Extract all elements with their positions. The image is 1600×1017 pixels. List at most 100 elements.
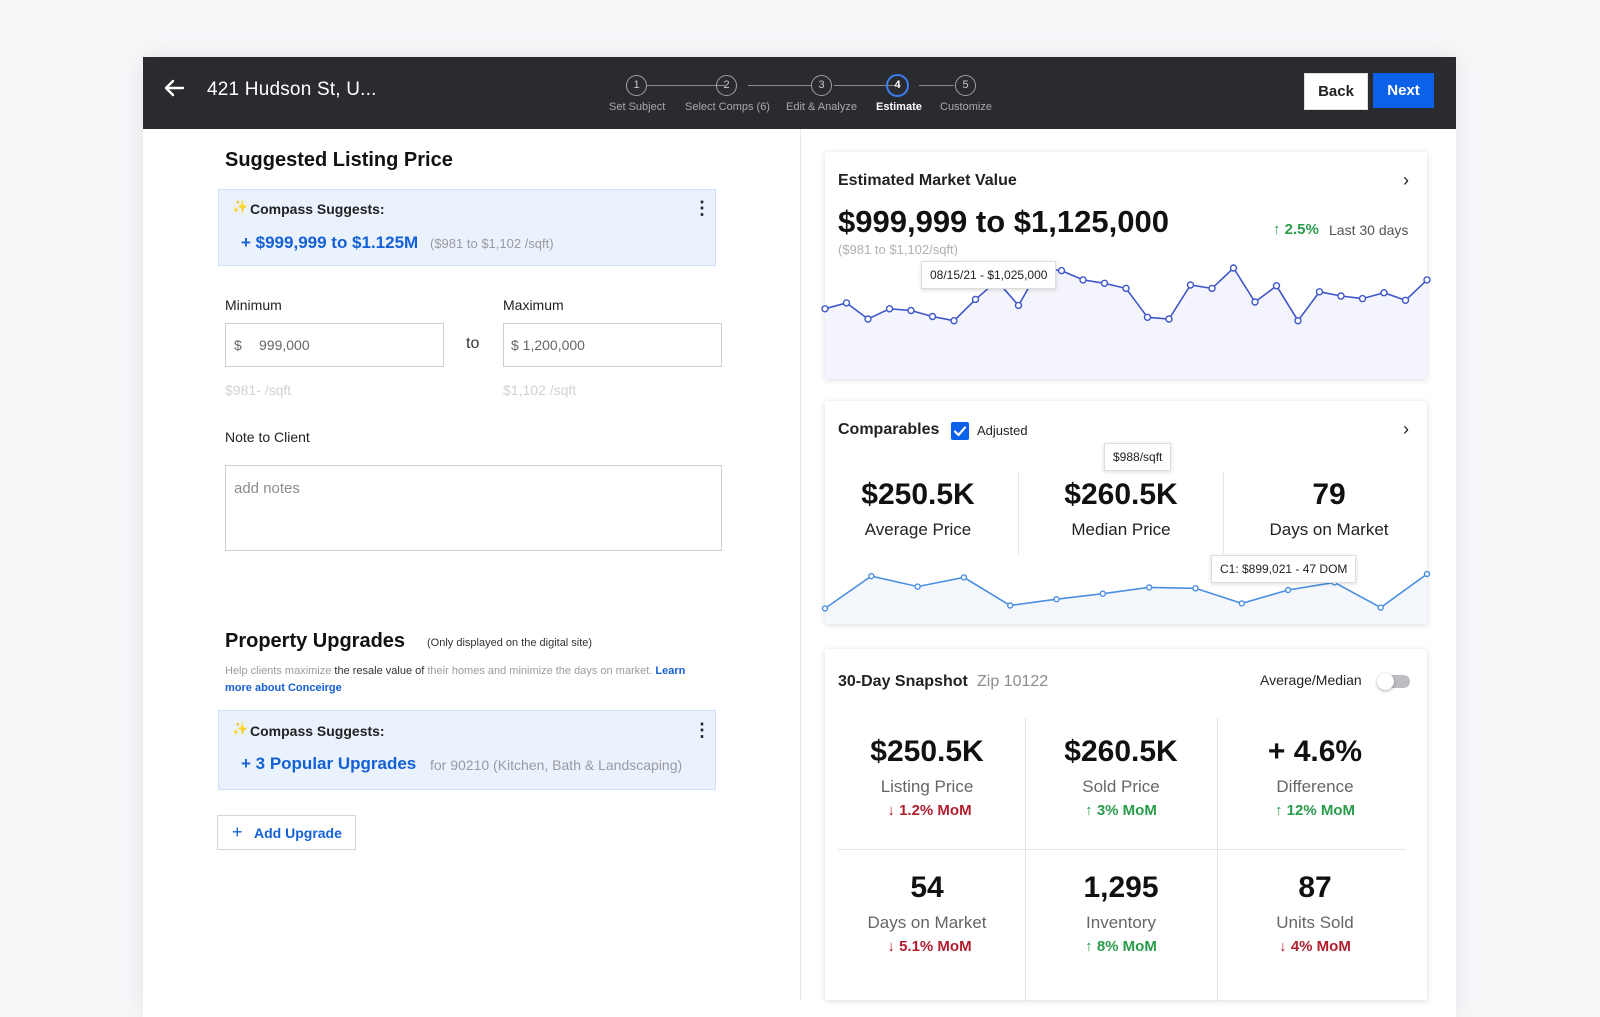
chart-point-13: [1423, 570, 1431, 578]
note-placeholder: add notes: [234, 480, 300, 497]
chart-point-19: [1229, 264, 1238, 272]
stepper-line: [748, 85, 811, 86]
chart-point-25: [1358, 294, 1367, 303]
learn-more-link[interactable]: Learn: [655, 665, 686, 677]
step-3-label[interactable]: Edit & Analyze: [786, 101, 857, 113]
maximum-sqft: $1,102 /sqft: [503, 382, 577, 398]
property-address: 421 Hudson St, U...: [207, 79, 377, 100]
arrow-up-icon: ↑: [1273, 221, 1281, 238]
step-3-circle[interactable]: 3: [811, 75, 832, 96]
maximum-price-value: $ 1,200,000: [511, 337, 585, 353]
back-button[interactable]: Back: [1304, 73, 1368, 110]
minimum-sqft: $981- /sqft: [225, 382, 292, 398]
chart-point-27: [1401, 296, 1410, 304]
change-value: 5.1% MoM: [899, 938, 972, 955]
note-to-client-textarea[interactable]: add notes: [225, 465, 722, 551]
suggested-price-range[interactable]: + $999,999 to $1.125M: [241, 233, 419, 252]
snapshot-listing-change: ↓ 1.2% MoM: [852, 802, 1007, 819]
plus-icon: +: [232, 822, 243, 842]
chart-point-22: [1294, 317, 1302, 325]
chart-point-9: [1238, 600, 1245, 607]
step-1-label[interactable]: Set Subject: [609, 101, 666, 113]
chevron-right-icon[interactable]: ›: [1403, 419, 1409, 439]
upgrades-help-text: Help clients maximize the resale value o…: [225, 663, 720, 697]
step-1-circle[interactable]: 1: [626, 75, 647, 96]
change-value: 3% MoM: [1096, 802, 1157, 819]
change-value: 4% MoM: [1290, 938, 1351, 955]
chart-point-1: [842, 299, 851, 307]
snapshot-card: [825, 649, 1427, 1000]
comp-average-label: Average Price: [864, 520, 972, 539]
chart-point-8: [1192, 585, 1199, 592]
note-label: Note to Client: [225, 429, 310, 445]
more-options-icon[interactable]: ⋮: [693, 198, 711, 218]
chart-point-5: [1053, 596, 1060, 603]
more-options-icon[interactable]: ⋮: [693, 720, 711, 740]
change-value: 12% MoM: [1286, 802, 1355, 819]
comp-median-price: $260.5K: [1064, 478, 1178, 511]
back-arrow-icon[interactable]: [162, 76, 190, 104]
snapshot-days-on-market: 54: [910, 871, 944, 904]
change-value: 2.5%: [1284, 221, 1319, 238]
adjusted-label: Adjusted: [977, 423, 1028, 438]
snapshot-sold-price: $260.5K: [1064, 735, 1178, 768]
learn-more-link[interactable]: more about Conceirge: [225, 682, 342, 694]
panel-divider: [800, 129, 801, 1000]
step-2-label[interactable]: Select Comps (6): [685, 101, 770, 113]
snapshot-days-change: ↓ 5.1% MoM: [852, 938, 1007, 955]
chevron-right-icon[interactable]: ›: [1403, 170, 1409, 190]
maximum-price-input[interactable]: $ 1,200,000: [503, 323, 722, 367]
popular-upgrades-detail: for 90210 (Kitchen, Bath & Landscaping): [430, 757, 683, 773]
chart-point-28: [1423, 276, 1431, 284]
market-value-tooltip: 08/15/21 - $1,025,000: [921, 261, 1057, 289]
listing-suggestion-box: ✨ Compass Suggests: ⋮ + $999,999 to $1.1…: [218, 189, 716, 266]
arrow-down-icon: ↓: [887, 938, 895, 955]
maximum-label: Maximum: [503, 297, 564, 313]
sparkle-icon: ✨: [232, 721, 249, 736]
stat-separator: [1025, 718, 1026, 1001]
upgrades-suggestion-box: ✨ Compass Suggests: ⋮ + 3 Popular Upgrad…: [218, 710, 716, 790]
comp-days-label: Days on Market: [1269, 520, 1389, 539]
listing-price-title: Suggested Listing Price: [225, 149, 453, 171]
stat-separator: [838, 849, 1406, 850]
change-period: Last 30 days: [1329, 222, 1409, 238]
stepper-line: [919, 85, 954, 86]
market-value-change: ↑ 2.5%: [1273, 221, 1319, 238]
market-value-sqft: ($981 to $1,102/sqft): [838, 242, 958, 257]
step-2-circle[interactable]: 2: [716, 75, 737, 96]
snapshot-units-change: ↓ 4% MoM: [1240, 938, 1390, 955]
popular-upgrades-link[interactable]: + 3 Popular Upgrades: [241, 754, 417, 773]
step-5-label[interactable]: Customize: [940, 101, 992, 113]
comp-tooltip: C1: $899,021 - 47 DOM: [1211, 555, 1357, 583]
toggle-knob[interactable]: [1377, 673, 1394, 690]
step-4-circle[interactable]: 4: [886, 74, 909, 97]
snapshot-units-label: Units Sold: [1276, 913, 1354, 932]
add-upgrade-label: Add Upgrade: [254, 825, 342, 841]
stepper-line: [834, 85, 896, 86]
add-upgrade-button[interactable]: + Add Upgrade: [217, 815, 356, 850]
change-value: 8% MoM: [1096, 938, 1157, 955]
chart-point-4: [1006, 602, 1014, 609]
adjusted-checkbox[interactable]: [951, 422, 969, 440]
next-button[interactable]: Next: [1373, 73, 1434, 108]
help-text-part: their homes and minimize the days on mar…: [424, 665, 656, 677]
step-5-circle[interactable]: 5: [955, 75, 976, 96]
chart-point-12: [1079, 276, 1087, 284]
change-value: 1.2% MoM: [899, 802, 972, 819]
chart-point-2: [914, 583, 921, 590]
arrow-up-icon: ↑: [1274, 802, 1283, 819]
chart-series-line: [824, 573, 1428, 610]
currency-symbol: $: [234, 337, 242, 353]
top-bar: [143, 57, 1456, 129]
snapshot-zip: Zip 10122: [977, 673, 1049, 690]
chart-point-21: [1272, 282, 1281, 290]
step-4-label[interactable]: Estimate: [876, 101, 922, 113]
minimum-price-input[interactable]: $ 999,000: [225, 323, 444, 367]
snapshot-days-label: Days on Market: [867, 913, 987, 932]
chart-point-3: [885, 305, 894, 313]
chart-point-3: [960, 574, 968, 581]
comparables-title: Comparables: [838, 421, 940, 438]
chart-point-20: [1251, 298, 1259, 306]
chart-point-15: [1143, 313, 1152, 321]
chart-point-7: [971, 295, 980, 304]
